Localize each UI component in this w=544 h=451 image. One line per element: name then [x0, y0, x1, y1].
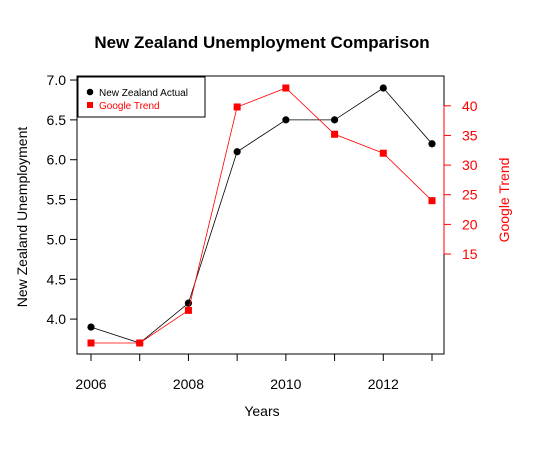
legend-marker-trend	[87, 102, 93, 108]
data-point-actual	[379, 84, 387, 92]
data-point-trend	[331, 130, 339, 138]
x-tick-label: 2006	[75, 376, 106, 392]
legend-label-trend: Google Trend	[99, 101, 160, 112]
legend-label-actual: New Zealand Actual	[99, 88, 188, 99]
y-axis-left-label: New Zealand Unemployment	[14, 127, 30, 308]
y-left-tick-label: 5.5	[47, 192, 67, 208]
x-tick-label: 2012	[368, 376, 399, 392]
data-point-actual	[87, 323, 95, 331]
y-left-tick-label: 4.5	[47, 271, 67, 287]
legend-box	[77, 76, 206, 118]
y-right-tick-label: 35	[462, 127, 478, 143]
plot-box	[76, 75, 445, 355]
data-point-trend	[428, 197, 436, 205]
y-axis-right-label: Google Trend	[496, 158, 512, 243]
legend: New Zealand Actual Google Trend	[77, 76, 206, 118]
data-point-trend	[379, 149, 387, 157]
x-tick-label: 2008	[173, 376, 204, 392]
y-axis-right: 15 20 25 30 35 40	[443, 98, 478, 262]
y-left-tick-label: 7.0	[47, 72, 67, 88]
y-left-tick-label: 4.0	[47, 311, 67, 327]
x-axis: 2006 2008 2010 2012	[75, 353, 433, 392]
y-left-tick-label: 5.0	[47, 231, 67, 247]
y-right-tick-label: 15	[462, 246, 478, 262]
data-point-actual	[233, 148, 241, 156]
series-line-actual	[90, 87, 433, 344]
y-right-tick-label: 40	[462, 98, 478, 114]
data-point-trend	[282, 84, 290, 92]
y-left-tick-label: 6.5	[47, 112, 67, 128]
chart-title: New Zealand Unemployment Comparison	[94, 33, 429, 52]
x-tick-label: 2010	[270, 376, 301, 392]
y-right-tick-label: 20	[462, 216, 478, 232]
data-point-trend	[233, 103, 241, 111]
data-point-actual	[330, 116, 339, 124]
data-point-trend	[184, 306, 192, 314]
y-axis-left: 4.0 4.5 5.0 5.5 6.0 6.5 7.0	[47, 72, 78, 327]
x-axis-label: Years	[244, 403, 279, 419]
y-left-tick-label: 6.0	[47, 152, 67, 168]
series-line-trend	[91, 87, 433, 344]
legend-marker-actual	[86, 88, 94, 96]
y-right-tick-label: 30	[462, 157, 478, 173]
y-right-tick-label: 25	[462, 187, 478, 203]
data-point-trend	[87, 339, 95, 347]
data-point-trend	[136, 339, 144, 347]
data-point-actual	[428, 140, 436, 148]
data-point-actual	[282, 116, 290, 124]
series-layer	[87, 84, 436, 347]
